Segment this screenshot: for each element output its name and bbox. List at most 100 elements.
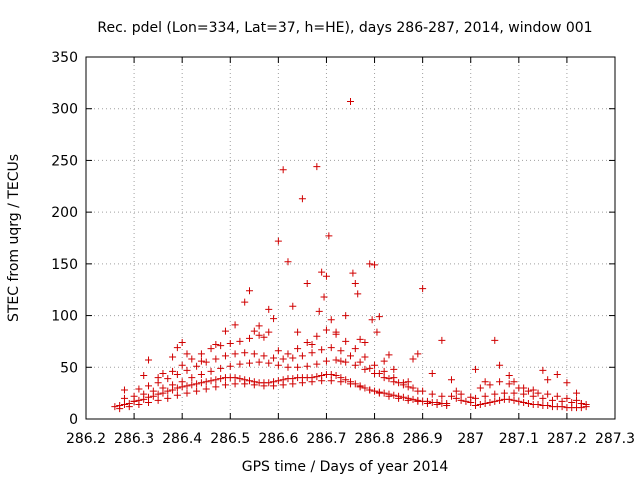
- data-point: [298, 379, 306, 387]
- data-point: [476, 384, 484, 392]
- data-point: [202, 358, 210, 366]
- data-point: [173, 371, 181, 379]
- data-point: [197, 371, 205, 379]
- data-point: [351, 361, 359, 369]
- data-point: [368, 316, 376, 324]
- data-point: [260, 352, 268, 360]
- data-point: [279, 166, 287, 174]
- data-point: [188, 374, 196, 382]
- data-point: [481, 399, 489, 407]
- data-point: [327, 316, 335, 324]
- data-point: [274, 237, 282, 245]
- x-tick-label: 287: [457, 431, 484, 447]
- data-point: [375, 369, 383, 377]
- data-point: [404, 378, 412, 386]
- data-point: [438, 392, 446, 400]
- data-point: [303, 362, 311, 370]
- x-tick-label: 286.3: [114, 431, 154, 447]
- data-point: [294, 328, 302, 336]
- data-point: [476, 401, 484, 409]
- data-point: [524, 399, 532, 407]
- data-point: [496, 378, 504, 386]
- data-point: [505, 380, 513, 388]
- data-point: [438, 336, 446, 344]
- chart-title: Rec. pdel (Lon=334, Lat=37, h=HE), days …: [97, 20, 592, 36]
- data-point: [169, 353, 177, 361]
- data-point: [250, 350, 258, 358]
- data-point: [197, 357, 205, 365]
- data-point: [409, 355, 417, 363]
- plot-frame: [85, 56, 616, 420]
- x-tick-label: 287.3: [595, 431, 635, 447]
- data-point: [320, 293, 328, 301]
- data-point: [505, 372, 513, 380]
- data-point: [568, 398, 576, 406]
- x-tick-label: 286.2: [66, 431, 106, 447]
- data-point: [217, 342, 225, 350]
- data-point: [347, 97, 354, 105]
- data-point: [183, 382, 191, 390]
- x-tick-label: 286.7: [306, 431, 346, 447]
- data-point: [159, 369, 167, 377]
- data-point: [183, 389, 191, 397]
- data-point: [241, 349, 249, 357]
- data-point: [173, 344, 181, 352]
- data-point: [472, 402, 480, 410]
- data-point: [255, 322, 263, 330]
- data-point: [313, 360, 321, 368]
- data-point: [154, 396, 162, 404]
- data-point: [135, 401, 143, 409]
- data-point: [197, 350, 205, 358]
- data-point: [342, 376, 350, 384]
- data-point: [539, 394, 547, 402]
- data-point: [120, 394, 128, 402]
- data-point: [520, 390, 528, 398]
- data-point: [202, 378, 210, 386]
- data-point: [409, 395, 417, 403]
- data-point: [428, 390, 436, 398]
- data-point: [457, 396, 465, 404]
- y-tick-label: 350: [51, 50, 78, 66]
- data-point: [322, 272, 330, 280]
- y-tick-label: 200: [51, 205, 78, 221]
- data-point: [366, 364, 374, 372]
- data-point: [414, 350, 422, 358]
- x-tick-label: 286.9: [403, 431, 443, 447]
- data-point: [481, 392, 489, 400]
- data-point: [154, 390, 162, 398]
- data-point: [250, 381, 258, 389]
- data-point: [573, 396, 581, 404]
- data-point: [212, 376, 220, 384]
- x-tick-labels: 286.2 286.3 286.4 286.5 286.6 286.7 286.8 286.9…: [66, 431, 635, 447]
- data-point: [231, 321, 239, 329]
- data-point: [236, 360, 244, 368]
- data-point: [315, 307, 323, 315]
- data-point: [390, 374, 398, 382]
- data-point: [145, 398, 153, 406]
- data-point: [231, 374, 239, 382]
- data-point: [313, 373, 321, 381]
- data-point: [563, 379, 571, 387]
- data-point: [193, 387, 201, 395]
- data-point: [534, 389, 542, 397]
- data-point: [164, 394, 172, 402]
- data-point: [197, 379, 205, 387]
- data-point: [265, 328, 273, 336]
- data-point: [332, 328, 340, 336]
- data-point: [414, 387, 422, 395]
- data-point: [375, 389, 383, 397]
- data-point: [308, 341, 316, 349]
- x-tick-label: 286.6: [258, 431, 298, 447]
- data-point: [125, 403, 133, 411]
- data-point: [423, 399, 431, 407]
- data-point: [380, 367, 388, 375]
- data-point: [452, 387, 460, 395]
- data-point: [500, 389, 508, 397]
- data-point: [221, 352, 229, 360]
- y-tick-labels: 0 50 100 150 200 250 300 350: [51, 50, 78, 428]
- data-point: [356, 383, 364, 391]
- data-point: [371, 361, 379, 369]
- x-tick-label: 286.4: [162, 431, 202, 447]
- data-point: [428, 369, 436, 377]
- data-point: [332, 372, 340, 380]
